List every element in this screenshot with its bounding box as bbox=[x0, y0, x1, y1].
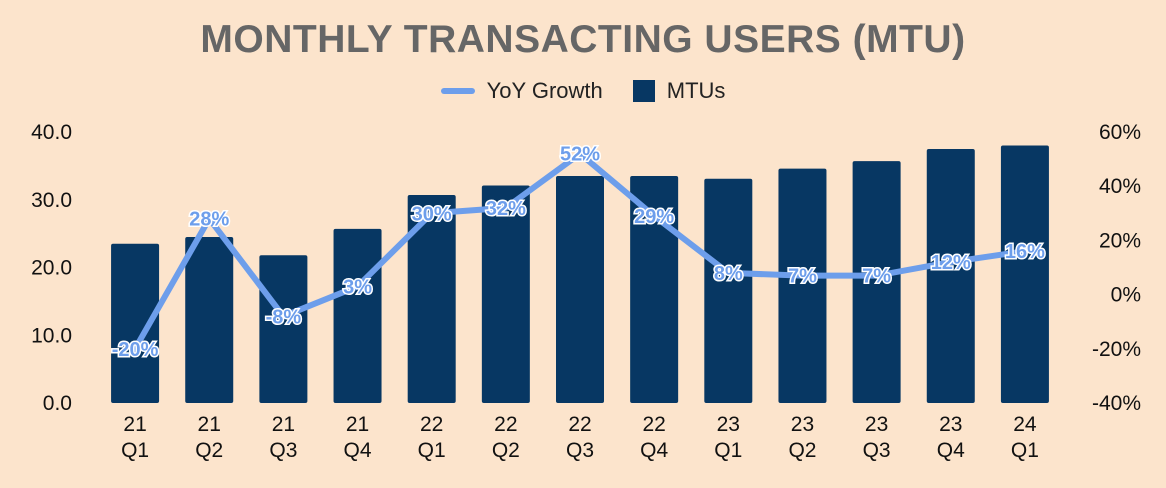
line-series bbox=[132, 150, 1028, 352]
x-tick-year: 21 bbox=[346, 413, 369, 436]
left-tick-label: 20.0 bbox=[31, 257, 72, 280]
left-axis: 0.0 10.0 20.0 30.0 40.0 bbox=[31, 121, 72, 415]
x-tick-quarter: Q1 bbox=[1011, 439, 1039, 462]
x-tick-year: 22 bbox=[642, 413, 665, 436]
legend-label-yoy-growth: YoY Growth bbox=[486, 78, 603, 103]
data-labels: -20% 28% -8% 3% 30% 32% 52% 29% 8% 7% 7% 12% 16% bbox=[110, 142, 1046, 362]
data-label-24-Q1: 16% bbox=[1005, 241, 1045, 263]
data-label-21-Q2: 28% bbox=[189, 209, 229, 231]
data-label-23-Q1: 8% bbox=[714, 263, 743, 285]
x-axis: 21 Q1 21 Q2 21 Q3 21 Q4 22 Q1 22 Q2 22 Q3 22 Q4 23 Q1 23 Q2… bbox=[121, 413, 1039, 462]
x-tick-quarter: Q4 bbox=[640, 439, 668, 462]
data-label-21-Q1: -20% bbox=[112, 339, 159, 361]
x-tick-year: 23 bbox=[717, 413, 740, 436]
right-tick-label: -40% bbox=[1092, 392, 1141, 415]
data-label-21-Q4: 3% bbox=[343, 276, 372, 298]
x-tick-year: 21 bbox=[198, 413, 221, 436]
x-tick-quarter: Q3 bbox=[566, 439, 594, 462]
data-label-23-Q2: 7% bbox=[788, 266, 817, 288]
legend-line-swatch bbox=[440, 88, 475, 94]
right-axis: -40% -20% 0% 20% 40% 60% bbox=[1092, 121, 1141, 415]
x-tick-quarter: Q1 bbox=[121, 439, 149, 462]
left-tick-label: 10.0 bbox=[31, 324, 72, 347]
bar-22-Q1 bbox=[407, 195, 456, 403]
x-tick-quarter: Q1 bbox=[418, 439, 446, 462]
left-tick-label: 0.0 bbox=[43, 392, 72, 415]
bar-21-Q1 bbox=[111, 243, 160, 403]
data-label-22-Q4: 29% bbox=[634, 206, 674, 228]
yoy-growth-line bbox=[132, 150, 1028, 352]
legend-item-yoy-growth: YoY Growth bbox=[440, 78, 603, 104]
x-tick-quarter: Q4 bbox=[937, 439, 965, 462]
bar-23-Q4 bbox=[926, 148, 975, 403]
bar-23-Q3 bbox=[852, 161, 901, 403]
x-tick-quarter: Q3 bbox=[863, 439, 891, 462]
left-tick-label: 40.0 bbox=[31, 121, 72, 144]
right-tick-label: 40% bbox=[1099, 175, 1141, 198]
data-label-22-Q1: 30% bbox=[412, 203, 452, 225]
bar-21-Q4 bbox=[333, 228, 382, 403]
data-label-23-Q4: 12% bbox=[931, 252, 971, 274]
data-label-23-Q3: 7% bbox=[862, 266, 891, 288]
bar-22-Q4 bbox=[630, 176, 679, 403]
x-tick-quarter: Q2 bbox=[195, 439, 223, 462]
x-tick-quarter: Q4 bbox=[344, 439, 372, 462]
bar-22-Q2 bbox=[481, 185, 530, 403]
bar-series bbox=[111, 145, 1049, 404]
bar-23-Q1 bbox=[704, 178, 753, 403]
bar-21-Q3 bbox=[259, 255, 308, 403]
x-tick-year: 21 bbox=[272, 413, 295, 436]
x-tick-year: 24 bbox=[1013, 413, 1037, 436]
left-tick-label: 30.0 bbox=[31, 189, 72, 212]
legend: YoY Growth MTUs bbox=[0, 78, 1166, 104]
legend-label-mtus: MTUs bbox=[666, 78, 726, 103]
x-tick-year: 23 bbox=[865, 413, 888, 436]
data-label-21-Q3: -8% bbox=[266, 306, 302, 328]
x-tick-quarter: Q2 bbox=[788, 439, 816, 462]
data-label-22-Q3: 52% bbox=[560, 144, 600, 166]
right-tick-label: 20% bbox=[1099, 229, 1141, 252]
bar-22-Q3 bbox=[556, 176, 604, 403]
legend-bar-swatch bbox=[632, 80, 655, 102]
x-tick-quarter: Q2 bbox=[492, 439, 520, 462]
x-tick-year: 22 bbox=[568, 413, 591, 436]
x-tick-year: 22 bbox=[420, 413, 443, 436]
right-tick-label: -20% bbox=[1092, 338, 1141, 361]
legend-item-mtus: MTUs bbox=[632, 78, 726, 104]
x-tick-quarter: Q3 bbox=[269, 439, 297, 462]
x-tick-year: 23 bbox=[791, 413, 814, 436]
x-tick-year: 23 bbox=[939, 413, 962, 436]
data-label-22-Q2: 32% bbox=[486, 198, 526, 220]
bar-24-Q1 bbox=[1000, 145, 1049, 404]
right-tick-label: 0% bbox=[1111, 284, 1141, 307]
right-tick-label: 60% bbox=[1099, 121, 1141, 144]
x-tick-quarter: Q1 bbox=[714, 439, 742, 462]
x-tick-year: 21 bbox=[123, 413, 146, 436]
x-tick-year: 22 bbox=[494, 413, 517, 436]
bar-21-Q2 bbox=[185, 237, 234, 403]
bar-23-Q2 bbox=[778, 168, 827, 403]
chart-title: MONTHLY TRANSACTING USERS (MTU) bbox=[200, 18, 966, 61]
